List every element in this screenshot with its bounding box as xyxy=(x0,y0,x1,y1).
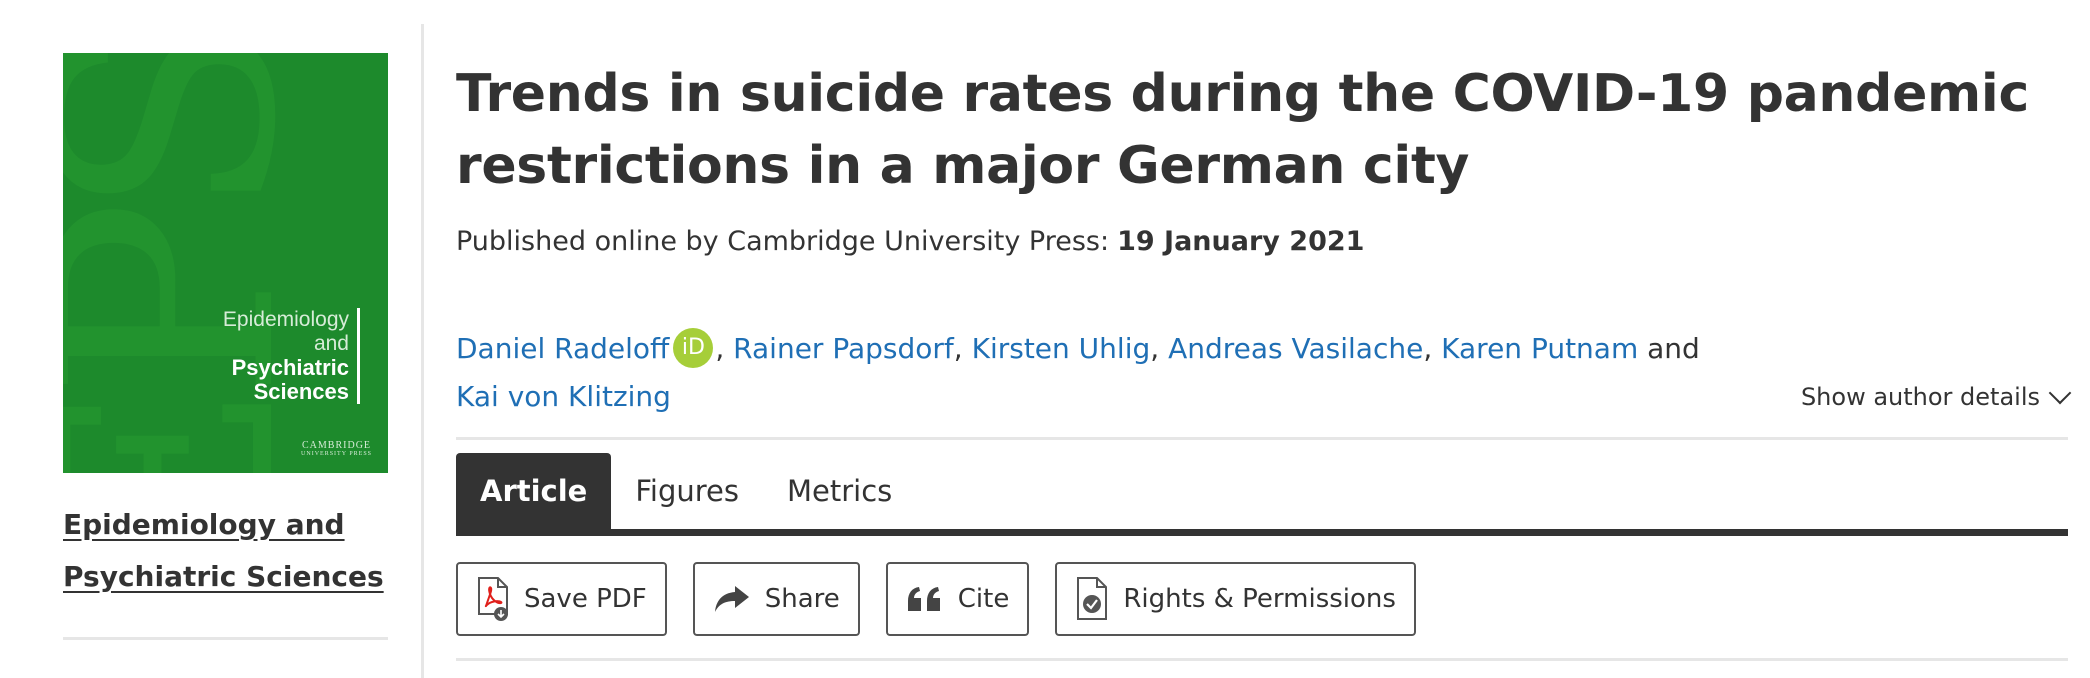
cite-button[interactable]: Cite xyxy=(885,562,1030,636)
author-link[interactable]: Kirsten Uhlig xyxy=(971,332,1151,365)
published-date: 19 January 2021 xyxy=(1117,226,1365,257)
show-author-details-button[interactable]: Show author details xyxy=(1801,373,2072,421)
sidebar: EPS Epidemiology and Psychiatric Science… xyxy=(63,53,388,640)
share-arrow-icon xyxy=(714,586,749,612)
tab-metrics[interactable]: Metrics xyxy=(787,474,893,508)
pdf-download-icon xyxy=(478,577,508,621)
author-link[interactable]: Daniel Radeloff xyxy=(456,332,670,365)
article-tabs: Article Figures Metrics xyxy=(456,453,2068,536)
rights-permissions-button[interactable]: Rights & Permissions xyxy=(1055,562,1416,636)
tab-article[interactable]: Article xyxy=(456,453,612,529)
quote-icon xyxy=(907,587,940,611)
published-date-line: Published online by Cambridge University… xyxy=(456,226,1365,257)
share-button[interactable]: Share xyxy=(692,562,860,636)
author-conjunction: and xyxy=(1647,332,1700,365)
cover-watermark: EPS xyxy=(63,53,342,473)
article-title: Trends in suicide rates during the COVID… xyxy=(456,64,2029,196)
article-actions: Save PDF Share Cite Rights & Permissions xyxy=(456,562,2068,636)
divider xyxy=(456,658,2068,661)
cover-publisher-logo: CAMBRIDGE UNIVERSITY PRESS xyxy=(301,440,372,457)
article-header: Trends in suicide rates during the COVID… xyxy=(456,58,2072,661)
orcid-icon[interactable]: iD xyxy=(673,328,714,368)
vertical-divider xyxy=(421,24,424,678)
cover-title: Epidemiology and Psychiatric Sciences xyxy=(223,308,360,404)
document-check-icon xyxy=(1077,577,1108,620)
divider xyxy=(456,437,2068,440)
author-list: Daniel Radeloff iD, Rainer Papsdorf, Kirs… xyxy=(456,325,2072,421)
author-link[interactable]: Rainer Papsdorf xyxy=(733,332,954,365)
sidebar-divider xyxy=(63,637,388,640)
tab-figures[interactable]: Figures xyxy=(635,474,740,508)
author-link[interactable]: Andreas Vasilache xyxy=(1168,332,1424,365)
chevron-down-icon xyxy=(2048,381,2072,405)
journal-cover-image[interactable]: EPS Epidemiology and Psychiatric Science… xyxy=(63,53,388,473)
save-pdf-button[interactable]: Save PDF xyxy=(456,562,667,636)
journal-title-link[interactable]: Epidemiology and Psychiatric Sciences xyxy=(63,508,384,593)
author-link[interactable]: Kai von Klitzing xyxy=(456,380,671,413)
author-link[interactable]: Karen Putnam xyxy=(1441,332,1639,365)
